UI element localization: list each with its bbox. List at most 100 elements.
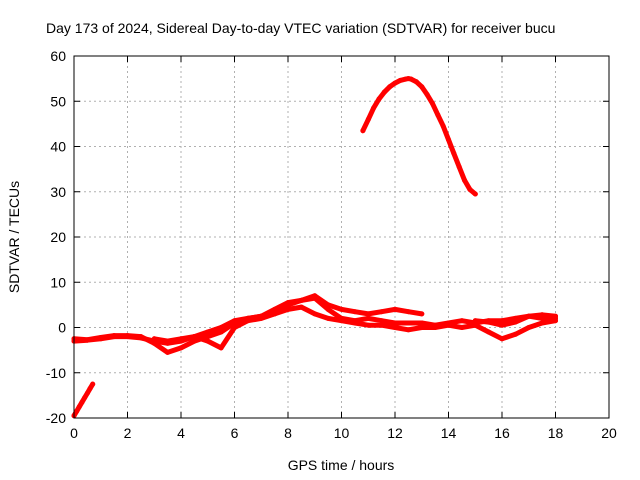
data-point xyxy=(446,137,451,143)
series-line-afternoon-arc xyxy=(360,76,478,197)
data-point xyxy=(419,84,425,90)
x-tick-label: 12 xyxy=(387,425,403,441)
data-point xyxy=(392,306,398,312)
x-axis: 0 2 4 6 8 10 12 14 16 18 20 xyxy=(70,56,617,441)
data-point xyxy=(512,331,518,337)
data-point xyxy=(472,191,478,197)
data-point xyxy=(408,76,414,82)
plot-series xyxy=(71,76,558,419)
data-point xyxy=(379,322,385,328)
x-tick-label: 16 xyxy=(494,425,510,441)
data-point xyxy=(459,325,465,330)
data-point xyxy=(165,338,171,344)
data-point xyxy=(459,318,465,324)
y-tick-label: 40 xyxy=(50,139,66,155)
data-point xyxy=(325,315,331,321)
data-point xyxy=(258,315,264,321)
data-point xyxy=(125,333,130,339)
y-tick-label: 30 xyxy=(50,184,66,200)
y-tick-label: 60 xyxy=(50,48,66,64)
data-point xyxy=(245,318,251,324)
data-point xyxy=(486,329,492,335)
data-point xyxy=(419,320,425,326)
data-point xyxy=(440,123,446,129)
data-point xyxy=(376,96,382,102)
data-point xyxy=(405,327,411,333)
data-point xyxy=(74,408,80,414)
data-point xyxy=(325,306,331,312)
data-point xyxy=(360,128,366,134)
data-point xyxy=(285,302,291,308)
data-point xyxy=(553,313,558,319)
data-point xyxy=(82,395,88,401)
data-point xyxy=(499,336,505,342)
data-point xyxy=(365,116,371,122)
x-tick-label: 4 xyxy=(177,425,185,441)
data-point xyxy=(178,336,184,342)
x-tick-label: 20 xyxy=(601,425,617,441)
chart-title: Day 173 of 2024, Sidereal Day-to-day VTE… xyxy=(46,20,555,36)
data-point xyxy=(526,313,532,319)
x-tick-label: 18 xyxy=(548,425,564,441)
data-point xyxy=(218,345,224,351)
data-point xyxy=(467,187,473,192)
data-point xyxy=(352,309,358,315)
data-point xyxy=(499,318,505,324)
data-point xyxy=(339,306,344,312)
data-point xyxy=(312,295,318,301)
data-point xyxy=(205,334,211,340)
data-point xyxy=(298,304,304,310)
x-axis-label: GPS time / hours xyxy=(288,457,395,473)
data-point xyxy=(379,309,385,315)
data-point xyxy=(405,320,411,326)
data-point xyxy=(218,329,224,335)
data-point xyxy=(499,322,505,328)
y-tick-label: 10 xyxy=(50,274,66,290)
data-point xyxy=(352,318,358,324)
data-point xyxy=(451,150,457,156)
data-point xyxy=(392,80,398,86)
data-point xyxy=(138,334,144,340)
x-tick-label: 0 xyxy=(70,425,78,441)
data-point xyxy=(392,320,398,326)
data-point xyxy=(381,89,387,95)
data-point xyxy=(76,404,82,410)
data-point xyxy=(111,333,117,339)
data-point xyxy=(539,320,545,326)
data-point xyxy=(312,311,318,317)
y-axis: -20 -10 0 10 20 30 40 50 60 xyxy=(46,48,609,426)
data-point xyxy=(165,349,171,355)
data-point xyxy=(365,311,371,317)
x-tick-label: 2 xyxy=(124,425,132,441)
x-tick-label: 10 xyxy=(334,425,350,441)
data-point xyxy=(84,337,90,343)
x-tick-label: 6 xyxy=(231,425,239,441)
data-point xyxy=(339,315,344,321)
data-point xyxy=(151,336,157,342)
y-tick-label: -20 xyxy=(46,410,66,426)
data-point xyxy=(413,79,419,85)
data-point xyxy=(191,338,197,344)
data-point xyxy=(397,77,403,83)
data-point xyxy=(435,112,441,118)
data-point xyxy=(446,320,451,326)
data-point xyxy=(472,318,478,324)
data-point xyxy=(392,325,398,330)
data-point xyxy=(526,325,532,330)
data-point xyxy=(178,345,184,351)
data-point xyxy=(365,322,371,328)
data-point xyxy=(191,334,197,340)
data-point xyxy=(430,101,435,106)
y-tick-label: -10 xyxy=(46,365,66,381)
data-point xyxy=(84,390,90,396)
x-tick-label: 8 xyxy=(284,425,292,441)
data-point xyxy=(387,84,393,90)
data-point xyxy=(512,319,518,325)
data-point xyxy=(405,309,411,315)
data-point xyxy=(371,105,377,111)
data-point xyxy=(432,322,438,328)
data-point xyxy=(232,325,237,330)
data-point xyxy=(79,399,85,405)
grid xyxy=(74,56,609,418)
